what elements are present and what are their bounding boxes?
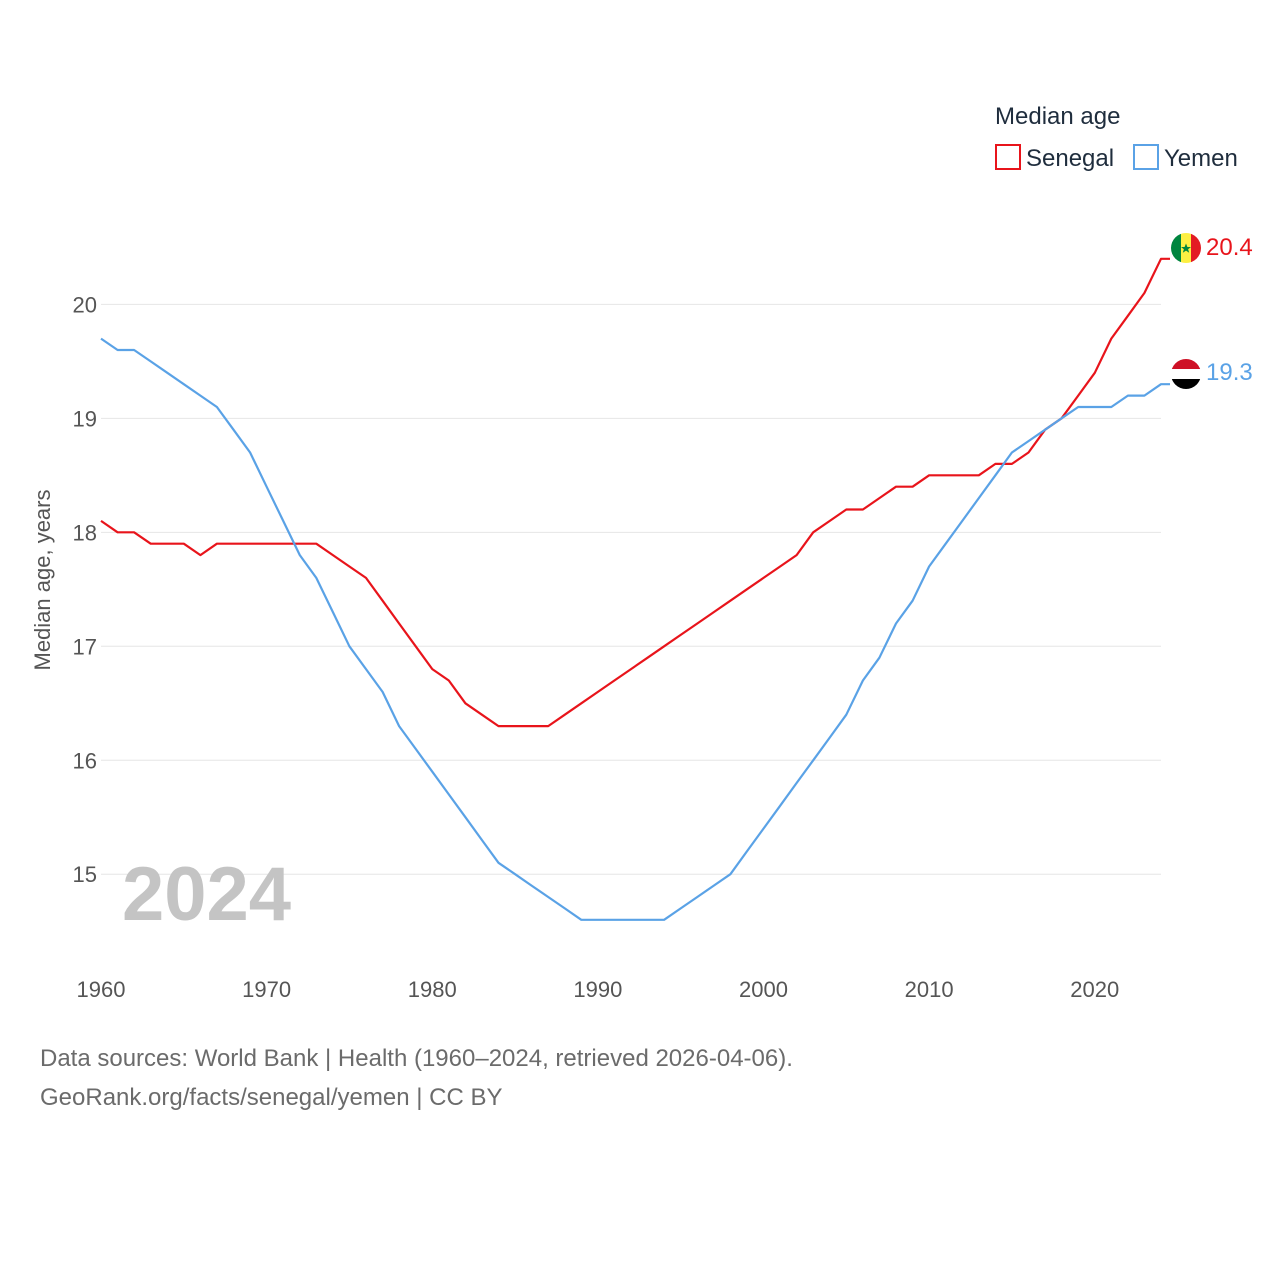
series-lines [100, 257, 1170, 921]
legend: Median age Senegal Yemen [995, 103, 1238, 172]
legend-item-yemen[interactable]: Yemen [1133, 144, 1238, 172]
y-tick-label: 18 [73, 520, 97, 545]
x-tick-label: 1970 [242, 977, 291, 1002]
x-tick-label: 2000 [739, 977, 788, 1002]
legend-label-senegal: Senegal [1026, 145, 1114, 172]
y-tick-label: 19 [73, 406, 97, 431]
footer-credit-link[interactable]: GeoRank.org/facts/senegal/yemen | CC BY [40, 1084, 503, 1111]
x-axis-tick-labels: 1960 1970 1980 1990 2000 2010 2020 [77, 977, 1120, 1002]
y-axis-tick-labels: 15 16 17 18 19 20 [73, 292, 97, 887]
gridlines [101, 303, 1161, 875]
end-label-senegal: 20.4 [1206, 234, 1253, 261]
senegal-flag-icon [1171, 233, 1201, 263]
x-tick-label: 1960 [77, 977, 126, 1002]
legend-title: Median age [995, 103, 1120, 130]
x-tick-label: 2010 [905, 977, 954, 1002]
y-tick-label: 20 [73, 292, 97, 317]
x-tick-label: 1990 [573, 977, 622, 1002]
yemen-flag-icon [1171, 359, 1201, 389]
legend-item-senegal[interactable]: Senegal [995, 144, 1114, 172]
footer-source-text: Data sources: World Bank | Health (1960–… [40, 1045, 793, 1072]
legend-swatch-senegal [995, 144, 1021, 170]
y-tick-label: 16 [73, 748, 97, 773]
end-label-yemen: 19.3 [1206, 359, 1253, 386]
y-tick-label: 15 [73, 862, 97, 887]
series-line-senegal[interactable] [100, 257, 1170, 728]
x-tick-label: 2020 [1070, 977, 1119, 1002]
median-age-chart: 15 16 17 18 19 20 1960 1970 1980 1990 2000 2010 202… [30, 103, 1253, 1002]
series-line-yemen[interactable] [100, 337, 1170, 921]
y-axis-title: Median age, years [30, 490, 55, 671]
year-watermark: 2024 [122, 852, 291, 937]
x-tick-label: 1980 [408, 977, 457, 1002]
y-tick-label: 17 [73, 634, 97, 659]
legend-swatch-yemen [1133, 144, 1159, 170]
legend-label-yemen: Yemen [1164, 145, 1238, 172]
